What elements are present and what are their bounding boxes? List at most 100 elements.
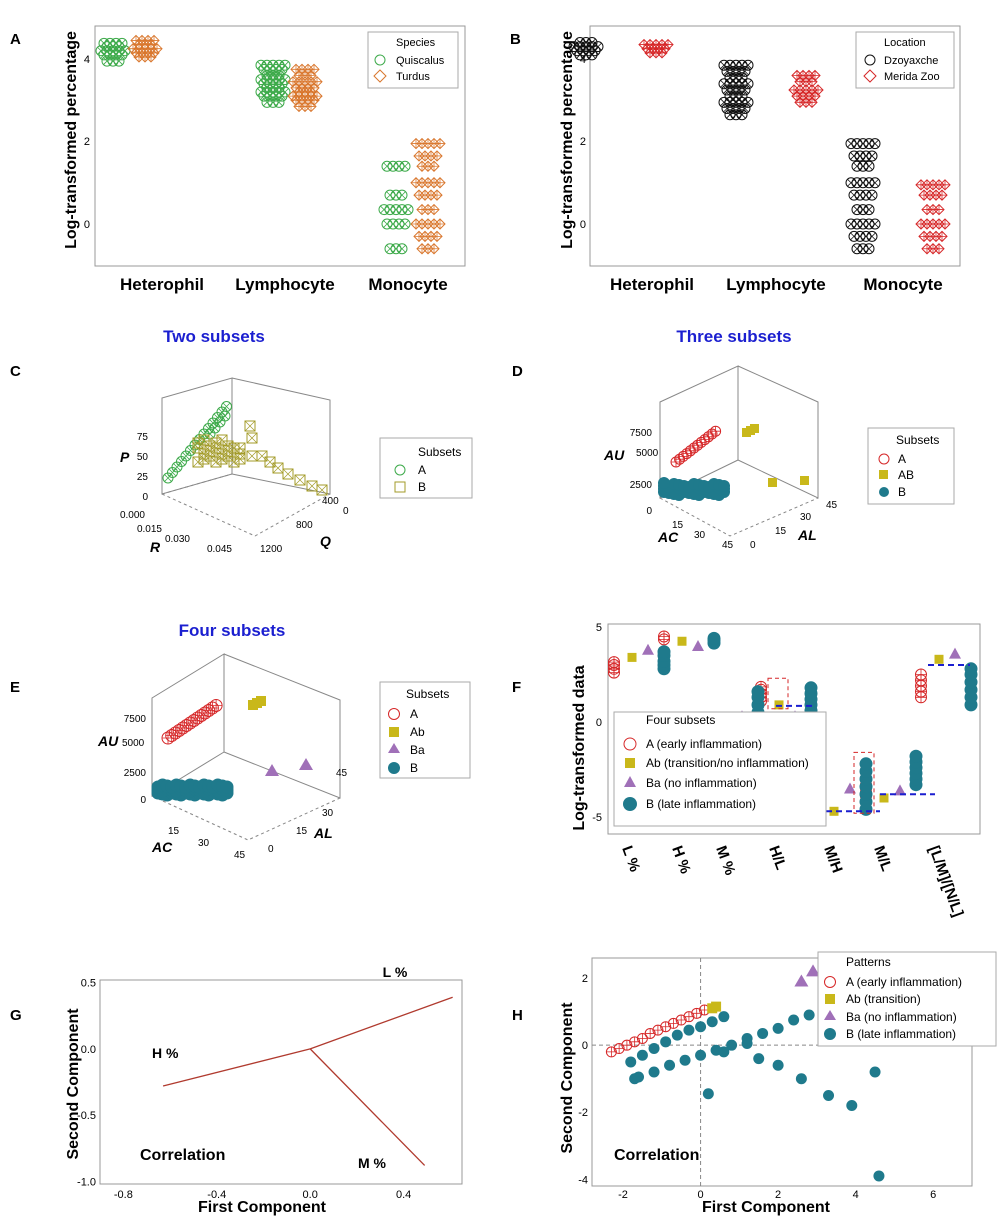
legend-B: Location Dzoyaxche Merida Zoo [855, 31, 955, 89]
mark-A-quiscalus-monocyte-x [401, 220, 409, 228]
mark-A-quiscalus-heterophil [107, 45, 119, 57]
mark-H-B [683, 1024, 695, 1036]
legend-D-title: Subsets [896, 433, 939, 447]
mark-A-quiscalus-monocyte [393, 160, 405, 172]
tick-D-AL-30: 30 [800, 512, 812, 523]
mark-B-dzoyaxche-monocyte-x [859, 244, 867, 253]
mark-B-dzoyaxche-monocyte [854, 189, 866, 201]
mark-B-dzoyaxche-lymphocyte-x [726, 92, 734, 100]
mark-B-dzoyaxche-lymphocyte [736, 109, 748, 121]
legend-B-merida: Merida Zoo [884, 71, 940, 83]
mark-B-dzoyaxche-lymphocyte-x [723, 67, 731, 76]
legend-D-A: A [898, 452, 906, 466]
ytick-A-4: 4 [84, 54, 90, 66]
mark-B-dzoyaxche-monocyte-x [865, 244, 873, 253]
mark-A-quiscalus-monocyte [387, 160, 399, 172]
legend-F-Ba: Ba (no inflammation) [646, 776, 757, 790]
mark-C-B [272, 462, 284, 474]
marks-A [95, 34, 446, 255]
mark-B-dzoyaxche-lymphocyte [736, 96, 748, 108]
xtick-H: -2 [618, 1189, 628, 1201]
mark-H-B [803, 1009, 815, 1021]
mark-H-B [726, 1039, 738, 1051]
panel-G: G Second Component First Component -0.8-… [10, 964, 463, 1216]
xcat-F-1: H % [668, 844, 694, 876]
mark-B-merida-zoo-heterophil-plus [663, 39, 673, 50]
ylabel-G: Second Component [65, 1008, 82, 1160]
mark-B-dzoyaxche-lymphocyte-x [735, 67, 743, 76]
mark-B-dzoyaxche-monocyte-x [859, 178, 867, 187]
mark-H-B [679, 1054, 691, 1066]
mark-A-quiscalus-monocyte [381, 160, 393, 172]
panel-label-C: C [10, 363, 21, 380]
mark-C-B [244, 420, 256, 432]
mark-B-dzoyaxche-lymphocyte-x [741, 67, 749, 76]
mark-A-quiscalus-lymphocyte-x [275, 61, 283, 69]
mark-H-Ba [794, 974, 809, 987]
mark-B-dzoyaxche-lymphocyte-x [726, 110, 734, 119]
mark-A-quiscalus-monocyte [390, 189, 402, 201]
mark-H-A-plus [676, 1015, 687, 1026]
mark-B-dzoyaxche-monocyte-x [853, 162, 861, 171]
mark-C-B [204, 440, 216, 452]
mark-F-Ab [627, 652, 637, 662]
mark-A-quiscalus-monocyte-x [386, 244, 394, 253]
plot-frame-H [591, 957, 973, 1187]
xcat-F-0: L % [618, 844, 643, 875]
panel-F: F Log-transformed data 5 0 -5 L % H % M % H/L… [512, 622, 981, 919]
tick-C-R-1: 0.015 [137, 524, 162, 535]
mark-B-dzoyaxche-lymphocyte-x [744, 61, 752, 69]
mark-B-dzoyaxche-monocyte [845, 218, 857, 230]
mark-B-dzoyaxche-monocyte [857, 177, 869, 189]
mark-B-dzoyaxche-lymphocyte [721, 84, 733, 96]
mark-B-dzoyaxche-monocyte [863, 204, 875, 216]
legend-D-B: B [898, 485, 906, 499]
mark-B-dzoyaxche-lymphocyte-x [726, 73, 734, 82]
mark-H-B [869, 1066, 881, 1078]
mark-H-B [718, 1046, 730, 1058]
mark-B-dzoyaxche-lymphocyte [736, 59, 748, 71]
mark-A-quiscalus-lymphocyte-x [275, 98, 283, 107]
mark-H-B [753, 1053, 765, 1065]
mark-C-B [192, 437, 204, 449]
axis-D-AC: AC [657, 529, 679, 545]
mark-F-A-plus [608, 656, 620, 668]
mark-B-dzoyaxche-monocyte-x [865, 139, 873, 148]
axis-C-P: P [120, 449, 130, 465]
mark-B-dzoyaxche-monocyte [848, 189, 860, 201]
mark-C-B [192, 456, 204, 468]
mark-B-dzoyaxche-lymphocyte-x [738, 110, 746, 119]
xcat-F-6: [L/M]/[N/L] [925, 844, 966, 919]
mark-B-dzoyaxche-monocyte-x [853, 244, 861, 253]
mark-F-B [751, 685, 765, 699]
legend-D: Subsets A AB B [867, 427, 955, 505]
mark-B-dzoyaxche-monocyte [851, 243, 863, 255]
mark-F-B [859, 757, 873, 771]
mark-B-dzoyaxche-heterophil [580, 41, 592, 53]
mark-B-dzoyaxche-lymphocyte [736, 78, 748, 90]
xlabel-H: First Component [702, 1199, 831, 1216]
mark-B-dzoyaxche-lymphocyte [730, 109, 742, 121]
mark-C-A-x [221, 412, 229, 420]
legend-B-dzoyaxche-marker [864, 54, 876, 66]
mark-B-dzoyaxche-monocyte [860, 150, 872, 162]
xlabel-G: First Component [198, 1199, 327, 1216]
mark-H-A-plus [621, 1040, 632, 1051]
mark-A-quiscalus-monocyte [384, 204, 396, 216]
mark-C-B-x [294, 474, 306, 486]
mark-B-merida-zoo-lymphocyte-plus [807, 97, 817, 108]
mark-B-dzoyaxche-lymphocyte [739, 103, 751, 114]
mark-A-quiscalus-monocyte-x [389, 220, 397, 228]
xcat-F-2: M % [712, 844, 738, 878]
mark-C-B [228, 442, 240, 454]
mark-A-quiscalus-lymphocyte-x [263, 98, 271, 107]
mark-A-quiscalus-monocyte [390, 204, 402, 216]
mark-C-B-x [192, 437, 204, 449]
mark-H-A-plus [668, 1018, 679, 1029]
mark-B-dzoyaxche-lymphocyte-x [720, 61, 728, 69]
plot-frame-G [99, 979, 463, 1185]
mark-C-A [219, 410, 231, 422]
mark-C-A-x [177, 457, 186, 466]
tick-D-AU-5000: 5000 [636, 448, 659, 459]
section-title-two-subsets: Two subsets [163, 327, 265, 346]
